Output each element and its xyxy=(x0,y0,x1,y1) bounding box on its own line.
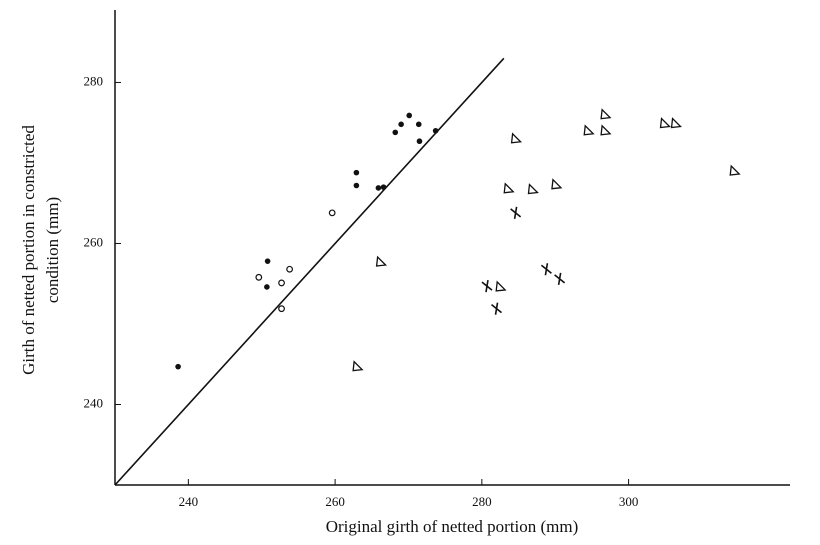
y-axis-title: condition (mm) xyxy=(43,197,62,303)
circle-point xyxy=(286,265,294,273)
x-tick-label: 240 xyxy=(179,494,199,509)
dot-point xyxy=(375,185,382,191)
circle-point xyxy=(278,279,285,287)
x-axis-title: Original girth of netted portion (mm) xyxy=(326,517,579,536)
triangle-point xyxy=(510,132,523,144)
triangle-point xyxy=(527,183,539,195)
triangle-point xyxy=(503,182,515,194)
cross-point xyxy=(540,263,552,276)
cross-point xyxy=(491,302,503,315)
dot-point xyxy=(416,138,423,145)
cross-point xyxy=(554,272,566,286)
dot-point xyxy=(392,129,399,136)
triangle-point xyxy=(495,280,507,292)
y-tick-label: 260 xyxy=(84,234,104,249)
dot-point xyxy=(353,182,360,189)
triangle-point xyxy=(352,360,364,372)
dot-point xyxy=(353,169,360,176)
circle-point xyxy=(255,273,263,281)
circle-point xyxy=(278,305,285,313)
x-tick-label: 300 xyxy=(619,494,639,509)
dot-point xyxy=(432,127,439,134)
dot-point xyxy=(380,184,387,190)
y-tick-label: 280 xyxy=(84,73,104,88)
triangle-point xyxy=(583,124,595,136)
triangle-point xyxy=(670,117,682,129)
triangle-point xyxy=(659,117,671,129)
dot-point xyxy=(398,121,404,128)
triangle-point xyxy=(375,255,388,267)
y-axis-title: Girth of netted portion in constricted xyxy=(19,125,38,375)
triangle-point xyxy=(600,108,612,120)
x-tick-label: 260 xyxy=(325,494,345,509)
x-tick-label: 280 xyxy=(472,494,492,509)
dot-point xyxy=(406,112,413,119)
dot-point xyxy=(264,284,270,290)
cross-point xyxy=(481,280,493,293)
circle-point xyxy=(328,209,336,217)
triangle-point xyxy=(600,124,612,136)
y-tick-label: 240 xyxy=(84,395,104,410)
dot-point xyxy=(175,363,181,370)
cross-point xyxy=(510,206,522,220)
triangle-point xyxy=(551,178,563,190)
dot-point xyxy=(264,258,271,264)
dot-point xyxy=(415,121,422,128)
reference-line xyxy=(114,57,505,486)
triangle-point xyxy=(729,164,741,176)
